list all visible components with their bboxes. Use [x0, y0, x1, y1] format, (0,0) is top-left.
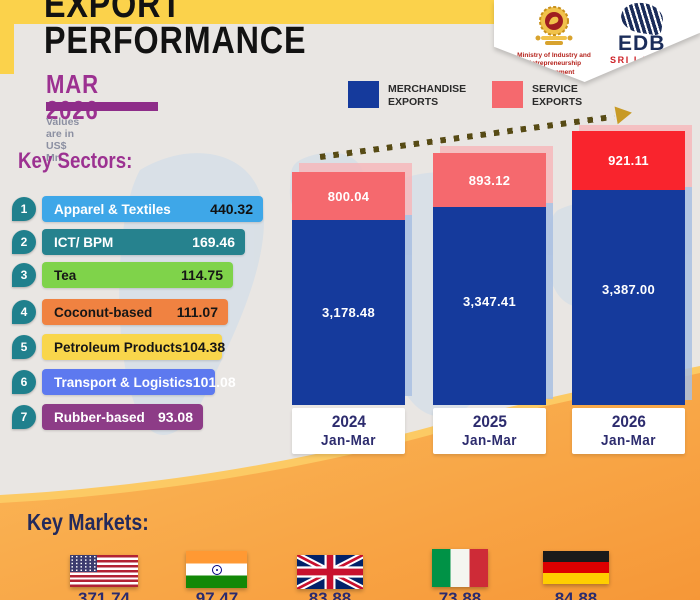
trend-arrow-head-icon: [614, 103, 634, 125]
merchandise-value-2025: 3,347.41: [462, 294, 516, 310]
key-markets-heading-text: Key Markets:: [27, 509, 149, 535]
period-label: Jan-Mar: [462, 432, 517, 450]
rank-badge: 1: [12, 197, 36, 221]
sector-value: 169.46: [192, 234, 235, 250]
usa-flag-icon: [70, 555, 138, 587]
values-unit-note: Values are in US$ Mn.: [46, 116, 80, 164]
merchandise-legend-line1: MERCHANDISE: [388, 83, 467, 95]
key-markets-heading: Key Markets:: [27, 509, 170, 536]
sector-value: 111.07: [176, 304, 218, 320]
key-sectors-heading-text: Key Sectors:: [18, 148, 133, 173]
rank-badge: 4: [12, 300, 36, 324]
axis-label-2025: 2025 Jan-Mar: [433, 408, 546, 454]
service-value-2024: 800.04: [327, 188, 370, 204]
sector-value: 114.75: [180, 267, 223, 283]
service-segment-2025: 893.12: [433, 153, 546, 207]
rank-badge: 5: [12, 335, 36, 359]
ministry-name-line2: Entrepreneurship: [526, 60, 582, 68]
service-segment-2024: 800.04: [292, 172, 405, 220]
edb-wordmark: EDB: [618, 32, 666, 55]
service-color-swatch: [492, 81, 523, 108]
axis-label-2026: 2026 Jan-Mar: [572, 408, 685, 454]
edb-sri-lanka-label: SRI LANKA: [610, 55, 674, 66]
merchandise-value-2024: 3,178.48: [321, 305, 375, 321]
india-flag-icon: [186, 551, 247, 588]
ministry-name-line1: Ministry of Industry and: [517, 52, 591, 59]
sector-label: Transport & Logistics: [54, 374, 193, 390]
sector-value: 93.08: [157, 409, 193, 425]
sector-label: ICT/ BPM: [54, 234, 114, 250]
edb-shell-icon: [618, 0, 665, 36]
year-label: 2026: [611, 411, 646, 431]
sector-bar: ICT/ BPM 169.46: [42, 229, 245, 255]
period-label: Jan-Mar: [321, 432, 376, 450]
rank-badge: 3: [12, 263, 36, 287]
legend-merchandise: MERCHANDISE EXPORTS: [348, 81, 466, 108]
service-legend-line2: EXPORTS: [532, 95, 583, 108]
ministry-name-line3: Development: [533, 68, 575, 76]
sector-label: Rubber-based: [54, 409, 145, 425]
logo-box: Ministry of Industry and Entrepreneurshi…: [494, 0, 700, 82]
india-export-value: 97.47: [195, 589, 239, 600]
sector-value: 101.08: [192, 374, 236, 390]
axis-label-2024: 2024 Jan-Mar: [292, 408, 405, 454]
title-export-text: EXPORT: [44, 0, 182, 26]
title-export: EXPORT: [44, 0, 206, 24]
title-performance: PERFORMANCE: [44, 22, 353, 60]
year-label: 2025: [472, 411, 507, 431]
sector-bar: Coconut-based 111.07: [42, 299, 228, 325]
logo-banner: Ministry of Industry and Entrepreneurshi…: [494, 0, 700, 82]
header-yellow-corner: [0, 0, 14, 74]
service-legend-label: SERVICE EXPORTS: [532, 81, 582, 108]
sector-value: 440.32: [210, 201, 253, 217]
service-value-2026: 921.11: [608, 153, 649, 168]
title-performance-text: PERFORMANCE: [44, 20, 307, 62]
sector-bar: Apparel & Textiles 440.32: [42, 196, 263, 222]
year-label: 2024: [331, 411, 366, 431]
merchandise-value-2026: 3,387.00: [601, 282, 655, 298]
germany-export-value: 84.88: [554, 589, 598, 600]
period-label: Jan-Mar: [601, 432, 656, 450]
usa-export-value: 371.74: [78, 589, 130, 600]
merchandise-color-swatch: [348, 81, 379, 108]
uk-flag-icon: [297, 555, 363, 589]
merchandise-segment-2026: 3,387.00: [572, 190, 685, 405]
merchandise-legend-line2: EXPORTS: [388, 95, 439, 108]
sector-bar: Petroleum Products 104.38: [42, 334, 226, 360]
ministry-logo-column: Ministry of Industry and Entrepreneurshi…: [508, 3, 600, 77]
merchandise-segment-2024: 3,178.48: [292, 220, 405, 405]
sector-bar: Tea 114.75: [42, 262, 233, 288]
ministry-name: Ministry of Industry and Entrepreneurshi…: [517, 52, 591, 77]
merchandise-legend-label: MERCHANDISE EXPORTS: [388, 81, 466, 108]
service-value-2025: 893.12: [468, 172, 511, 188]
rank-badge: 2: [12, 230, 36, 254]
sector-label: Petroleum Products: [54, 339, 183, 355]
sector-label: Coconut-based: [54, 304, 153, 320]
title-underline: [46, 102, 158, 111]
italy-flag-icon: [432, 549, 488, 587]
sector-value: 104.38: [182, 339, 226, 355]
service-legend-line1: SERVICE: [532, 83, 578, 95]
key-sectors-heading: Key Sectors:: [18, 148, 153, 174]
merchandise-segment-2025: 3,347.41: [433, 207, 546, 405]
service-segment-2026: 921.11: [572, 131, 685, 190]
edb-logo-column: EDB SRI LANKA: [610, 0, 674, 66]
rank-badge: 6: [12, 370, 36, 394]
header-yellow-band: [0, 0, 508, 24]
sector-label: Apparel & Textiles: [54, 201, 171, 217]
germany-flag-icon: [543, 551, 609, 584]
italy-export-value: 73.88: [438, 589, 482, 600]
sector-bar: Rubber-based 93.08: [42, 404, 203, 430]
rank-badge: 7: [12, 405, 36, 429]
sector-bar: Transport & Logistics 101.08: [42, 369, 236, 395]
uk-export-value: 83.88: [308, 589, 352, 600]
sector-label: Tea: [54, 267, 77, 283]
legend-service: SERVICE EXPORTS: [492, 81, 582, 108]
sri-lanka-emblem-icon: [535, 6, 573, 45]
